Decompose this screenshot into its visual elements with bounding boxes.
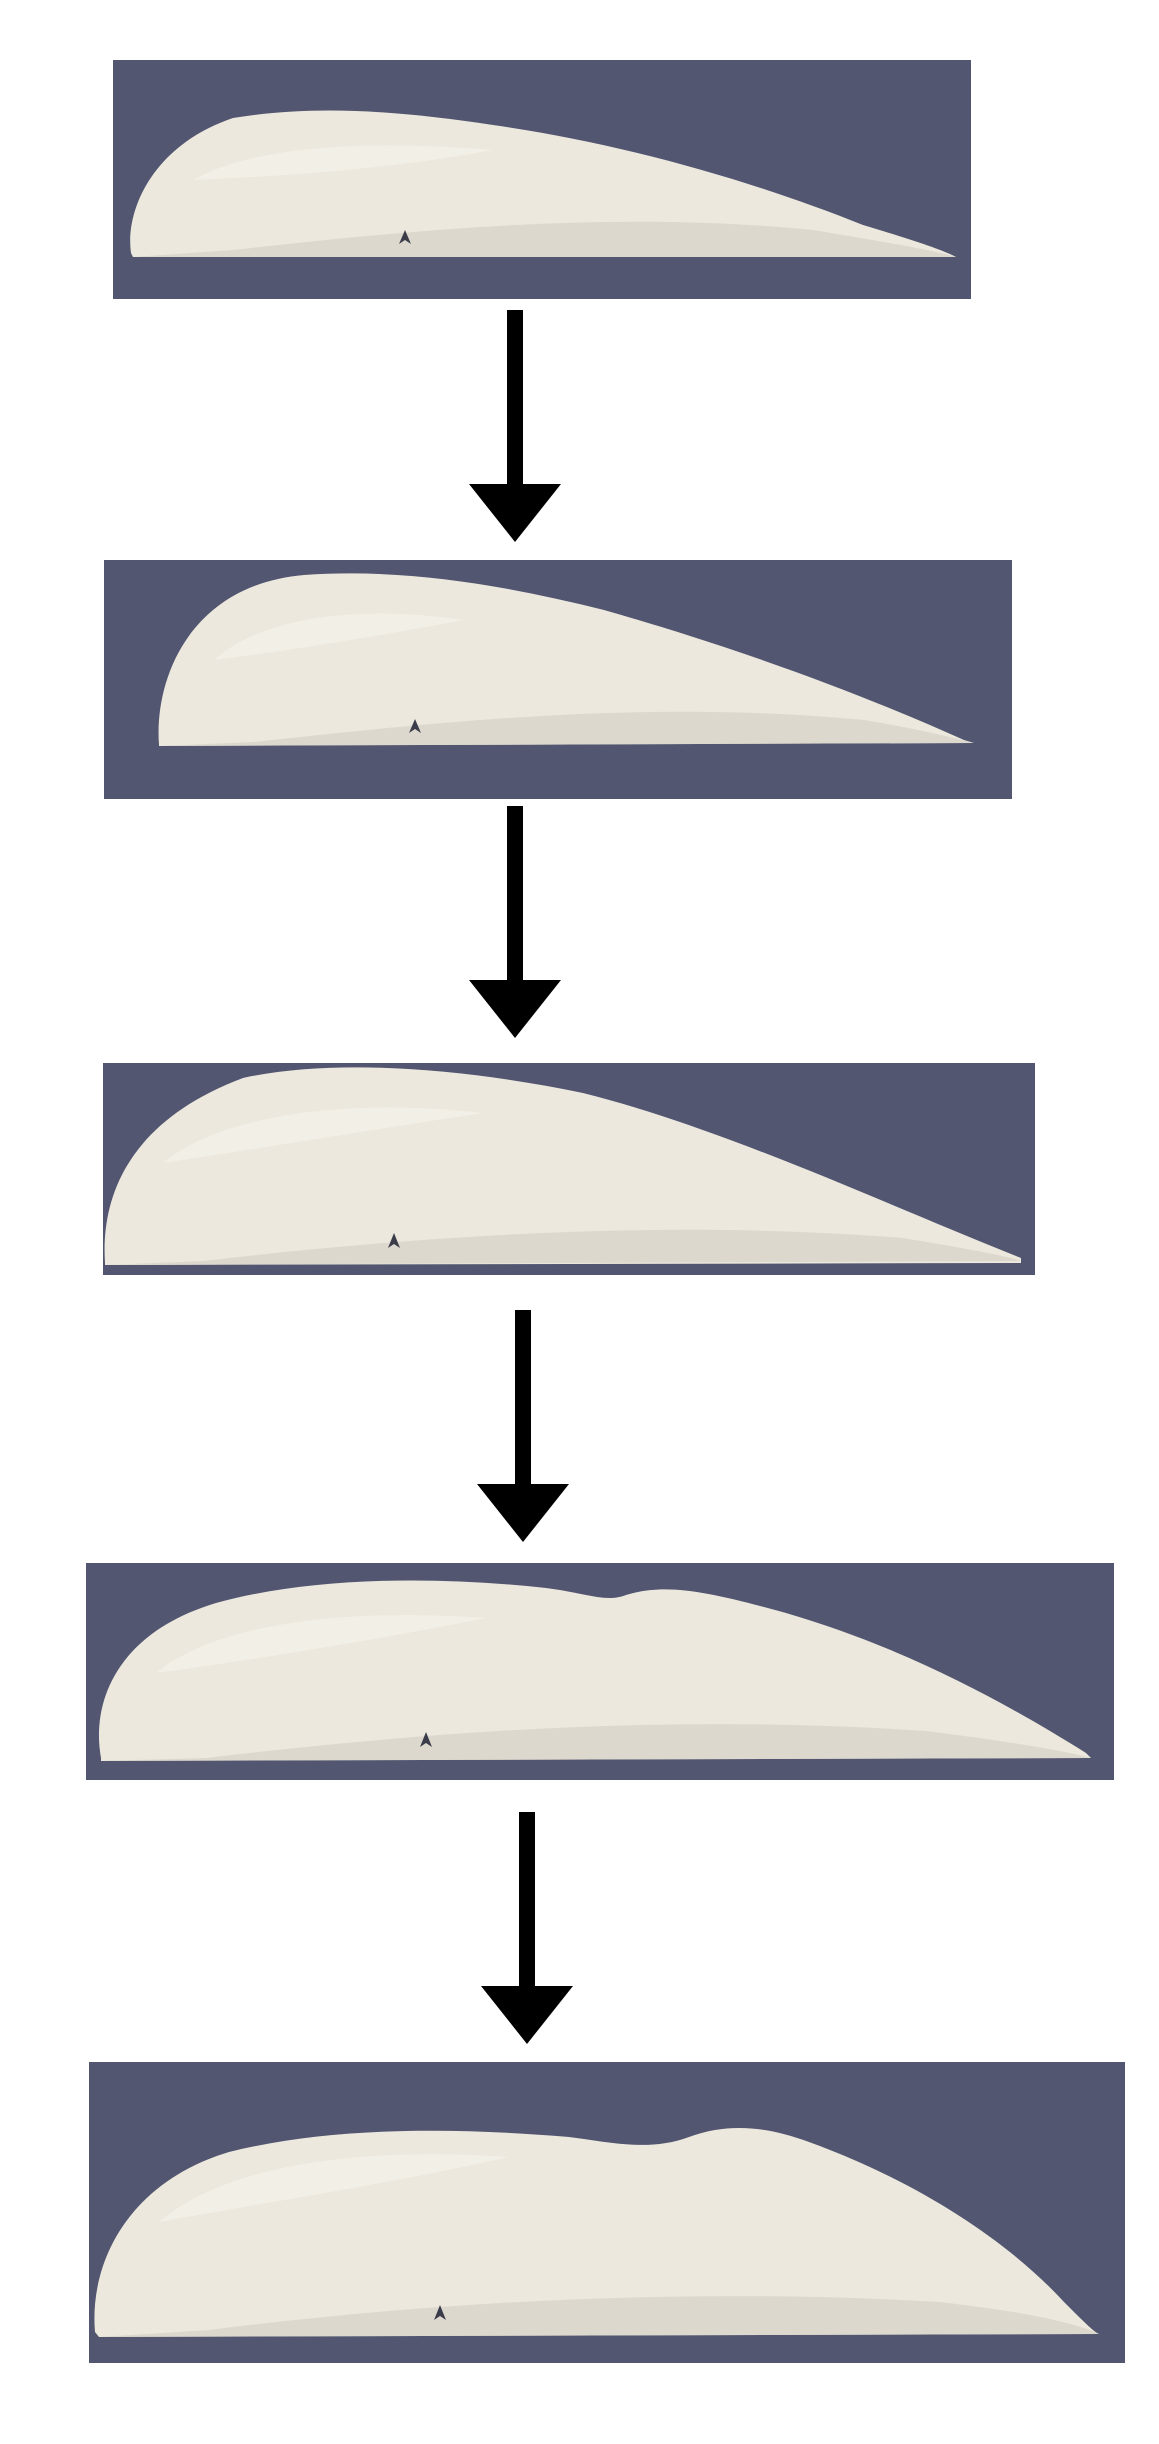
render-panel-5	[89, 2062, 1125, 2363]
render-panel-3	[103, 1063, 1035, 1275]
render-panel-2	[104, 560, 1012, 799]
render-panel-4	[86, 1563, 1114, 1780]
shape-highlight	[163, 1107, 483, 1163]
shape-render-1	[130, 110, 956, 257]
down-arrow-icon	[467, 806, 563, 1042]
shape-shading	[159, 711, 974, 746]
marker-icon	[388, 1233, 400, 1248]
marker-icon	[420, 1732, 432, 1747]
marker-icon	[434, 2305, 446, 2320]
shape-highlight	[159, 2154, 509, 2222]
marker-icon	[399, 230, 411, 244]
render-panel-1	[113, 60, 971, 299]
down-arrow-icon	[475, 1310, 571, 1546]
shape-render-3	[104, 1067, 1021, 1265]
shape-render-5	[94, 2127, 1099, 2337]
marker-icon	[409, 719, 421, 733]
shape-highlight	[214, 613, 464, 660]
down-arrow-icon	[479, 1812, 575, 2048]
shape-highlight	[193, 145, 493, 180]
shape-shading	[133, 221, 956, 257]
shape-shading	[99, 2296, 1099, 2337]
down-arrow-icon	[467, 310, 563, 546]
shape-shading	[105, 1229, 1021, 1265]
shape-render-2	[158, 573, 974, 746]
shape-highlight	[156, 1615, 486, 1673]
shape-shading	[101, 1724, 1091, 1761]
shape-render-4	[98, 1580, 1092, 1761]
